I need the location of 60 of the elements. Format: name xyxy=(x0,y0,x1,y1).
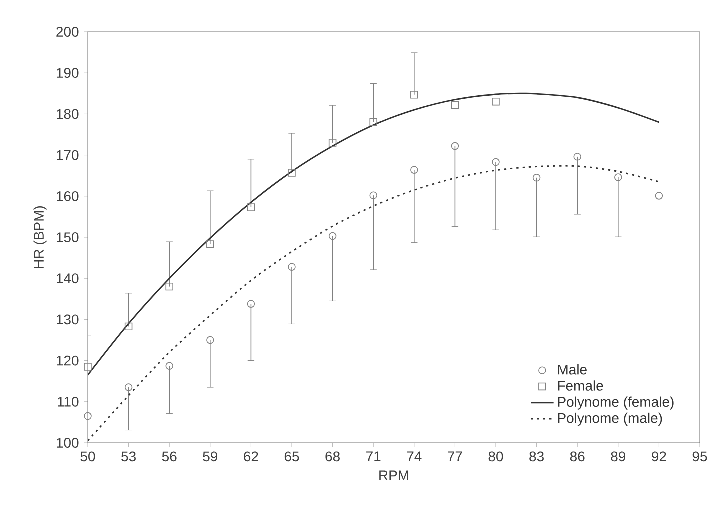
x-tick-label: 56 xyxy=(162,452,177,462)
x-tick-label: 53 xyxy=(122,452,136,462)
x-tick-label: 89 xyxy=(611,452,626,462)
point xyxy=(288,263,296,271)
x-tick-label: 50 xyxy=(80,452,96,462)
point xyxy=(410,166,418,174)
y-tick-label: 180 xyxy=(57,109,79,120)
x-tick-label: 83 xyxy=(530,452,544,462)
point xyxy=(166,282,174,291)
point xyxy=(124,384,133,392)
point xyxy=(247,300,256,308)
legend-label: Male xyxy=(558,364,587,375)
x-tick-label: 92 xyxy=(652,452,666,462)
point xyxy=(614,174,622,182)
point xyxy=(247,204,256,212)
legend-label: Polynome (female) xyxy=(558,396,674,410)
x-tick-label: 80 xyxy=(488,452,504,462)
point xyxy=(288,169,296,177)
legend-label: Polynome (male) xyxy=(558,412,662,426)
y-tick-label: 200 xyxy=(56,27,79,37)
point xyxy=(655,192,664,200)
x-tick-label: 74 xyxy=(407,452,422,462)
point xyxy=(328,139,337,147)
line-series xyxy=(88,92,660,376)
x-tick-label: 77 xyxy=(448,452,462,462)
point xyxy=(328,232,337,240)
x-axis-title: RPM xyxy=(380,470,408,480)
y-tick-label: 170 xyxy=(57,150,79,160)
point xyxy=(206,240,214,248)
point xyxy=(84,363,92,371)
y-tick-label: 100 xyxy=(57,438,79,448)
y-tick-label: 140 xyxy=(57,274,79,284)
point xyxy=(492,98,500,106)
point xyxy=(451,101,460,110)
x-tick-label: 71 xyxy=(366,452,381,462)
point xyxy=(492,158,500,166)
y-tick-label: 190 xyxy=(57,68,79,78)
y-axis-title: HR (BPM) xyxy=(34,206,47,268)
y-tick-label: 120 xyxy=(57,356,79,366)
y-tick-label: 160 xyxy=(57,191,79,202)
y-tick-label: 150 xyxy=(57,232,79,242)
point xyxy=(124,322,133,331)
y-tick-label: 130 xyxy=(57,314,79,325)
point xyxy=(206,336,214,344)
x-tick-label: 59 xyxy=(203,452,218,462)
point xyxy=(574,153,582,161)
x-tick-label: 62 xyxy=(244,452,258,462)
x-tick-label: 86 xyxy=(570,452,585,462)
legend-label: Female xyxy=(558,380,604,391)
x-tick-label: 95 xyxy=(692,452,708,462)
point xyxy=(410,91,418,99)
point xyxy=(451,142,460,150)
point xyxy=(532,174,541,182)
x-tick-label: 68 xyxy=(326,452,340,462)
point xyxy=(370,118,378,126)
x-tick-label: 65 xyxy=(284,452,300,462)
y-tick-label: 110 xyxy=(58,396,79,407)
point xyxy=(166,362,174,370)
point xyxy=(370,192,378,200)
point xyxy=(84,412,92,420)
